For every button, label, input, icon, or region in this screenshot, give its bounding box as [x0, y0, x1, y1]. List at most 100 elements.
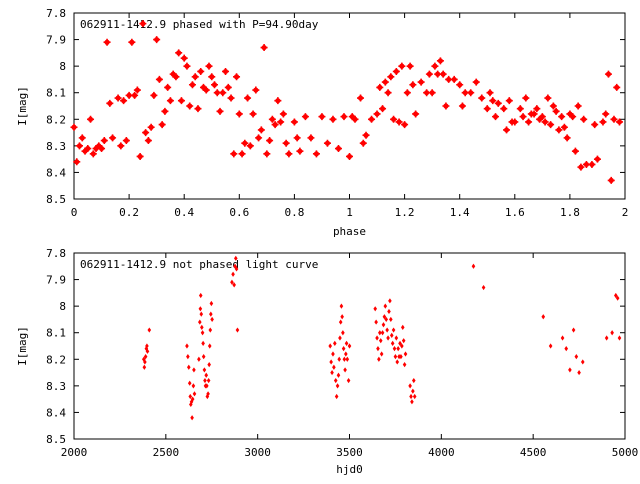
y-tick-label: 7.9 [46, 34, 66, 47]
data-point [411, 377, 416, 384]
data-point-cross [489, 97, 497, 105]
data-point [328, 343, 333, 349]
data-point [232, 282, 236, 288]
data-point-cross [431, 62, 439, 70]
x-tick-label: 0 [71, 206, 78, 219]
bottom-unphased-panel: 2000 2500 3000 3500 4000 4500 5000 7.8 7.9 8 8.1 8.… [16, 247, 638, 476]
data-point-cross [610, 115, 618, 123]
data-point-cross [230, 150, 238, 158]
data-point [338, 319, 343, 325]
x-tick-label: 0.2 [119, 206, 139, 219]
y-tick-label: 8.2 [46, 353, 66, 366]
y-tick-label: 8.5 [46, 433, 66, 446]
data-point-cross [290, 118, 298, 126]
data-point-cross [599, 118, 607, 126]
data-point [393, 354, 398, 360]
data-point [198, 292, 203, 299]
data-point [388, 298, 392, 304]
data-point [398, 340, 402, 346]
data-point [574, 354, 579, 360]
data-point-cross [387, 73, 395, 81]
data-point-cross [613, 83, 621, 91]
data-point [412, 393, 417, 400]
data-point-cross [139, 20, 147, 28]
data-point [400, 343, 404, 349]
x-tick-label: 3500 [336, 446, 363, 459]
data-point-cross [357, 94, 365, 102]
data-point-cross [417, 78, 425, 86]
data-point [564, 346, 569, 352]
data-point [610, 330, 614, 336]
data-point-cross [588, 160, 596, 168]
data-point-cross [224, 83, 232, 91]
data-point [234, 255, 238, 261]
data-point-cross [142, 129, 150, 137]
data-point [376, 346, 380, 352]
data-point [401, 338, 406, 344]
data-point [571, 327, 576, 333]
data-point-cross [359, 139, 367, 147]
x-tick-label: 3000 [244, 446, 271, 459]
data-point-cross [271, 121, 279, 129]
data-point-cross [398, 62, 406, 70]
data-point [143, 359, 147, 365]
data-point-cross [296, 147, 304, 155]
data-point-cross [604, 70, 612, 78]
x-tick-label: 0.6 [229, 206, 249, 219]
data-point [389, 316, 393, 323]
data-point-cross [381, 78, 389, 86]
data-point-cross [249, 110, 257, 118]
y-tick-label: 8 [59, 300, 66, 313]
data-point-cross [544, 94, 552, 102]
data-point [378, 338, 383, 344]
data-point-cross [166, 97, 174, 105]
data-point-cross [131, 91, 139, 99]
data-point-cross [533, 105, 541, 113]
x-tick-label: 1.6 [505, 206, 525, 219]
data-point [377, 356, 381, 362]
data-point-cross [351, 115, 359, 123]
data-point [615, 295, 620, 301]
data-point [230, 279, 234, 285]
data-point [339, 303, 344, 309]
data-point-cross [458, 102, 466, 110]
data-point-cross [442, 102, 450, 110]
data-point [190, 415, 194, 421]
data-point-cross [494, 99, 502, 107]
data-point-cross [147, 123, 155, 131]
data-point-cross [73, 158, 81, 166]
data-point-cross [177, 97, 185, 105]
data-point [403, 351, 408, 357]
y-tick-label: 7.9 [46, 274, 66, 287]
data-point-cross [197, 67, 205, 75]
data-point-cross [373, 110, 381, 118]
data-point-cross [340, 113, 348, 121]
data-point [381, 322, 386, 328]
x-tick-label: 1 [346, 206, 353, 219]
data-point [204, 383, 209, 389]
y-axis-label: I[mag] [16, 86, 29, 126]
data-point-cross [549, 102, 557, 110]
data-point-cross [211, 81, 219, 89]
data-point [144, 346, 149, 352]
data-point [206, 377, 211, 384]
data-point-cross [117, 142, 125, 150]
data-point [190, 396, 195, 402]
data-point [331, 351, 335, 357]
data-point [374, 319, 378, 325]
data-point [201, 354, 206, 360]
data-point-cross [100, 137, 108, 145]
data-point-cross [191, 73, 199, 81]
data-point-cross [246, 142, 254, 150]
data-point-cross [560, 123, 568, 131]
data-point-cross [175, 49, 183, 57]
data-point-cross [401, 121, 409, 129]
data-point [580, 359, 585, 365]
data-point-cross [456, 81, 464, 89]
data-point-cross [439, 70, 447, 78]
x-tick-label: 5000 [612, 446, 639, 459]
data-point-cross [450, 75, 458, 83]
data-point-cross [318, 113, 326, 121]
data-point [340, 314, 344, 320]
data-point-cross [301, 113, 309, 121]
